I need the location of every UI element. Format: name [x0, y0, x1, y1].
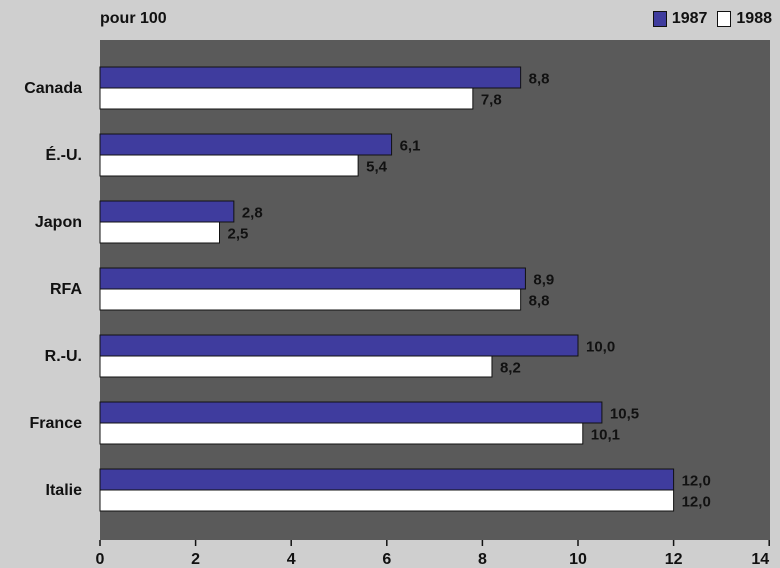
bar-1988 — [99, 154, 359, 177]
data-label-1988: 8,2 — [500, 360, 521, 377]
data-label-1988: 5,4 — [366, 159, 388, 176]
bar-1988 — [99, 221, 220, 244]
bar-1988 — [99, 489, 675, 512]
data-label-1987: 12,0 — [682, 473, 711, 490]
bar-1987 — [99, 334, 579, 357]
x-tick-label: 4 — [287, 551, 296, 568]
x-tick-label: 6 — [382, 551, 391, 568]
data-label-1987: 8,8 — [529, 71, 550, 88]
data-label-1987: 10,5 — [610, 406, 639, 423]
data-label-1987: 10,0 — [586, 339, 615, 356]
category-label: Japon — [35, 214, 82, 231]
bar-1988 — [99, 288, 522, 311]
bar-1988 — [99, 355, 493, 378]
category-label: RFA — [50, 281, 82, 298]
x-tick-label: 2 — [191, 551, 200, 568]
data-label-1988: 12,0 — [682, 494, 711, 511]
bar-1988 — [99, 87, 474, 110]
data-label-1988: 10,1 — [591, 427, 620, 444]
data-label-1988: 8,8 — [529, 293, 550, 310]
legend-label-1988: 1988 — [736, 10, 772, 27]
bar-1987 — [99, 468, 675, 491]
legend-swatch-1988 — [717, 11, 732, 27]
legend-swatch-1987 — [652, 11, 667, 27]
category-label: R.-U. — [45, 348, 82, 365]
legend-item-1987: 1987 — [652, 10, 708, 28]
x-tick-label: 0 — [96, 551, 105, 568]
data-label-1987: 8,9 — [533, 272, 554, 289]
bar-1987 — [99, 133, 393, 156]
data-label-1988: 7,8 — [481, 92, 502, 109]
category-label: É.-U. — [46, 145, 82, 164]
chart-legend: 1987 1988 — [643, 10, 772, 28]
bar-1987 — [99, 267, 526, 290]
category-label: Canada — [24, 80, 82, 97]
bar-1987 — [99, 200, 235, 223]
x-tick-label: 14 — [751, 551, 769, 568]
legend-label-1987: 1987 — [671, 10, 708, 27]
data-label-1987: 6,1 — [400, 138, 421, 155]
category-label: France — [30, 415, 83, 432]
x-tick-label: 12 — [665, 551, 683, 568]
x-tick-label: 8 — [478, 551, 487, 568]
legend-item-1988: 1988 — [717, 10, 772, 28]
data-label-1987: 2,8 — [242, 205, 263, 222]
unit-label: pour 100 — [100, 10, 167, 27]
category-label: Italie — [46, 482, 83, 499]
bar-1988 — [99, 422, 584, 445]
x-tick-label: 10 — [569, 551, 587, 568]
data-label-1988: 2,5 — [228, 226, 249, 243]
bar-1987 — [99, 401, 603, 424]
bar-1987 — [99, 66, 522, 89]
